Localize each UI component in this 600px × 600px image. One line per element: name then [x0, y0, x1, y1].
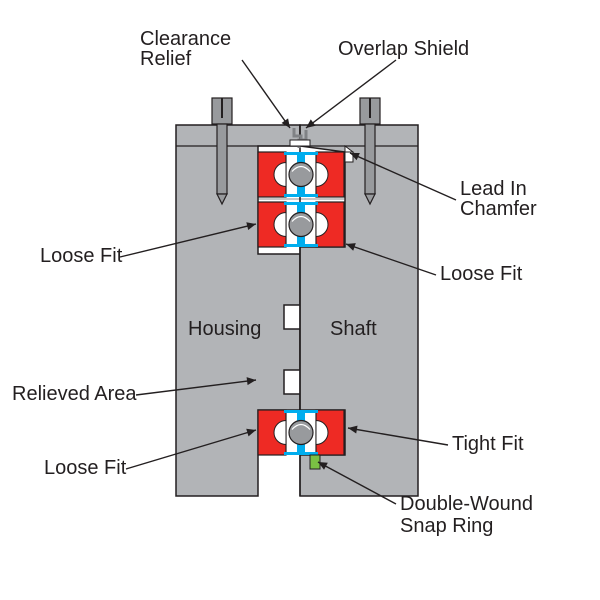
svg-text:Relief: Relief — [140, 48, 192, 70]
bearing-bottom — [258, 410, 344, 455]
svg-text:Loose Fit: Loose Fit — [44, 457, 127, 479]
svg-text:Loose Fit: Loose Fit — [440, 263, 523, 285]
svg-text:Snap Ring: Snap Ring — [400, 515, 493, 537]
svg-text:Relieved Area: Relieved Area — [12, 383, 137, 405]
leader — [242, 60, 290, 128]
svg-text:Chamfer: Chamfer — [460, 198, 537, 220]
leader — [306, 60, 396, 128]
svg-text:Double-Wound: Double-Wound — [400, 493, 533, 515]
svg-text:Loose Fit: Loose Fit — [40, 245, 123, 267]
bearing-top-0 — [258, 152, 344, 197]
shaft-label: Shaft — [330, 318, 377, 340]
housing-label: Housing — [188, 318, 261, 340]
svg-text:Overlap Shield: Overlap Shield — [338, 38, 469, 60]
svg-text:Clearance: Clearance — [140, 28, 231, 50]
svg-text:Lead In: Lead In — [460, 178, 527, 200]
svg-text:Tight Fit: Tight Fit — [452, 433, 524, 455]
bearing-top-1 — [258, 202, 344, 247]
